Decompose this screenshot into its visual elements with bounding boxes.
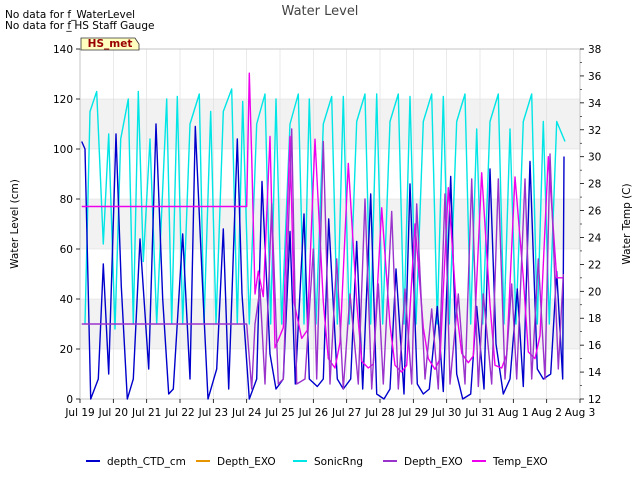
y2-axis-label: Water Temp (C) bbox=[621, 183, 633, 264]
series-line-depth-exo bbox=[81, 128, 564, 390]
chart-title: Water Level bbox=[282, 4, 359, 19]
y2-tick-label: 28 bbox=[588, 179, 601, 191]
legend-label: Depth_EXO bbox=[217, 456, 276, 468]
x-tick-label: Jul 22 bbox=[164, 407, 194, 419]
y-tick-label: 140 bbox=[53, 44, 73, 56]
x-tick-label: Jul 24 bbox=[231, 407, 262, 419]
y2-tick-label: 14 bbox=[588, 367, 602, 379]
y-axis-label: Water Level (cm) bbox=[9, 179, 21, 269]
y-tick-label: 100 bbox=[53, 144, 73, 156]
x-tick-label: Jul 19 bbox=[64, 407, 94, 419]
y2-tick-label: 38 bbox=[588, 44, 601, 56]
y2-tick-label: 24 bbox=[588, 232, 602, 244]
x-tick-label: Jul 30 bbox=[431, 407, 461, 419]
y2-tick-label: 12 bbox=[588, 394, 601, 406]
y2-tick-label: 18 bbox=[588, 313, 601, 325]
axes: 0 20 40 60 80 100 120 140 12 14 16 18 20 22 24 26 28 30 32… bbox=[53, 44, 602, 419]
y-tick-label: 60 bbox=[60, 244, 73, 256]
y2-tick-label: 34 bbox=[588, 98, 602, 110]
legend-label: Depth_EXO bbox=[404, 456, 463, 468]
no-data-note-2: No data for f̲ HS Staff Gauge bbox=[5, 20, 154, 32]
series-layer bbox=[81, 72, 566, 400]
x-tick-label: Aug 2 bbox=[531, 407, 562, 419]
x-tick-label: Aug 3 bbox=[565, 407, 596, 419]
band bbox=[80, 99, 580, 149]
x-tick-label: Jul 29 bbox=[398, 407, 428, 419]
y2-tick-label: 26 bbox=[588, 206, 602, 218]
series-line-depth-ctd-cm bbox=[81, 123, 565, 400]
station-badge-label: HS_met bbox=[88, 38, 133, 50]
y2-tick-label: 30 bbox=[588, 152, 601, 164]
y-tick-label: 80 bbox=[60, 194, 73, 206]
x-tick-label: Jul 25 bbox=[264, 407, 294, 419]
x-tick-label: Jul 28 bbox=[364, 407, 394, 419]
y-tick-label: 0 bbox=[66, 394, 73, 406]
legend-label: Temp_EXO bbox=[492, 456, 548, 468]
legend-label: depth_CTD_cm bbox=[107, 456, 186, 468]
x-tick-label: Jul 20 bbox=[98, 407, 128, 419]
legend: depth_CTD_cm Depth_EXO SonicRng Depth_EXO Te… bbox=[86, 456, 548, 468]
y-tick-label: 120 bbox=[53, 94, 73, 106]
no-data-note-1: No data for f_WaterLevel bbox=[5, 9, 135, 21]
legend-label: SonicRng bbox=[314, 456, 363, 468]
y-tick-label: 20 bbox=[60, 344, 73, 356]
x-tick-label: Jul 31 bbox=[464, 407, 494, 419]
y2-tick-label: 20 bbox=[588, 286, 601, 298]
x-tick-label: Jul 27 bbox=[331, 407, 361, 419]
x-tick-label: Aug 1 bbox=[498, 407, 529, 419]
x-tick-label: Jul 23 bbox=[198, 407, 228, 419]
y2-tick-label: 36 bbox=[588, 71, 602, 83]
x-tick-label: Jul 21 bbox=[131, 407, 161, 419]
y2-tick-label: 32 bbox=[588, 125, 601, 137]
y-tick-label: 40 bbox=[60, 294, 73, 306]
y2-tick-label: 16 bbox=[588, 340, 602, 352]
x-tick-label: Jul 26 bbox=[298, 407, 329, 419]
y2-tick-label: 22 bbox=[588, 259, 601, 271]
station-badge: HS_met bbox=[80, 37, 140, 51]
